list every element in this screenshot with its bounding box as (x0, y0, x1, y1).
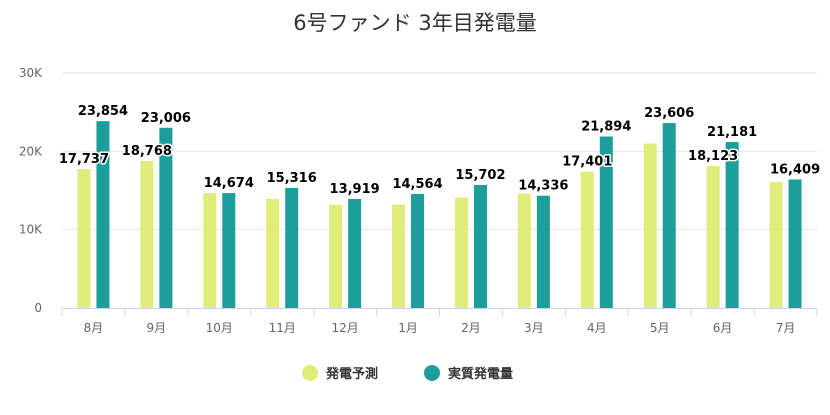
bar-forecast[interactable] (77, 169, 91, 308)
bar-forecast[interactable] (580, 171, 594, 308)
bar-actual[interactable] (473, 185, 487, 308)
x-tick-label: 7月 (776, 321, 796, 335)
data-label-forecast: 17,737 (59, 152, 109, 167)
data-label-actual: 15,702 (455, 168, 505, 183)
bar-actual[interactable] (159, 127, 173, 308)
bar-forecast[interactable] (329, 204, 343, 308)
y-tick-label: 20K (19, 144, 43, 158)
x-tick-label: 12月 (331, 321, 358, 335)
data-label-forecast: 18,768 (122, 144, 172, 159)
x-tick-label: 9月 (147, 321, 167, 335)
bar-actual[interactable] (788, 179, 802, 308)
bar-actual[interactable] (725, 142, 739, 308)
data-label-forecast: 18,123 (688, 149, 738, 164)
axis-layer: 0 10K 20K 30K 8月 9月 10月 11月 12月 1月 2月 3月 4月 5月 6月 7月 (19, 66, 818, 335)
bar-forecast[interactable] (706, 166, 720, 308)
bar-forecast[interactable] (392, 204, 406, 308)
bar-forecast[interactable] (140, 160, 154, 308)
x-tick-label: 6月 (713, 321, 733, 335)
data-label-actual: 23,006 (141, 111, 191, 126)
bar-forecast[interactable] (643, 143, 657, 309)
legend-label: 発電予測 (325, 366, 378, 382)
legend[interactable]: 発電予測 実質発電量 (302, 365, 513, 382)
chart-title: 6号ファンド 3年目発電量 (293, 11, 536, 35)
legend-item-forecast[interactable]: 発電予測 (302, 365, 378, 382)
y-tick-label: 10K (19, 223, 43, 237)
data-label-forecast: 17,401 (562, 155, 612, 170)
bar-actual[interactable] (536, 195, 550, 308)
data-label-actual: 23,606 (644, 106, 694, 121)
bar-actual[interactable] (285, 188, 299, 308)
bar-layer (77, 121, 802, 309)
y-tick-label: 0 (34, 301, 42, 315)
data-label-actual: 14,674 (204, 176, 254, 191)
bar-forecast[interactable] (266, 198, 280, 308)
x-tick-label: 4月 (587, 321, 607, 335)
legend-marker (424, 365, 440, 381)
bar-actual[interactable] (662, 123, 676, 308)
legend-label: 実質発電量 (448, 366, 513, 382)
bar-forecast[interactable] (517, 193, 531, 308)
data-label-actual: 21,181 (707, 125, 757, 140)
x-tick-label: 3月 (524, 321, 544, 335)
bar-actual[interactable] (599, 136, 613, 308)
data-label-actual: 23,854 (78, 104, 128, 119)
data-label-actual: 14,564 (392, 177, 442, 192)
legend-marker (302, 365, 318, 381)
y-tick-label: 30K (19, 66, 43, 80)
bar-forecast[interactable] (454, 197, 468, 308)
data-label-actual: 13,919 (330, 182, 380, 197)
data-label-actual: 16,409 (770, 162, 820, 177)
x-tick-label: 8月 (84, 321, 104, 335)
data-label-actual: 14,336 (518, 179, 568, 194)
legend-item-actual[interactable]: 実質発電量 (424, 365, 513, 382)
data-label-actual: 15,316 (267, 171, 317, 186)
bar-forecast[interactable] (769, 181, 783, 308)
x-tick-label: 1月 (398, 321, 418, 335)
x-tick-label: 11月 (269, 321, 296, 335)
data-label-actual: 21,894 (581, 119, 631, 134)
bar-actual[interactable] (348, 198, 362, 308)
label-layer: 17,737 18,768 17,401 18,123 23,854 23,006 14,6… (57, 103, 821, 199)
bar-actual[interactable] (411, 193, 425, 308)
bar-actual[interactable] (96, 121, 110, 308)
grid-layer (62, 72, 817, 231)
bar-forecast[interactable] (203, 193, 217, 308)
x-tick-label: 2月 (461, 321, 481, 335)
bar-actual[interactable] (222, 193, 236, 308)
x-tick-label: 10月 (206, 321, 233, 335)
x-tick-label: 5月 (650, 321, 670, 335)
